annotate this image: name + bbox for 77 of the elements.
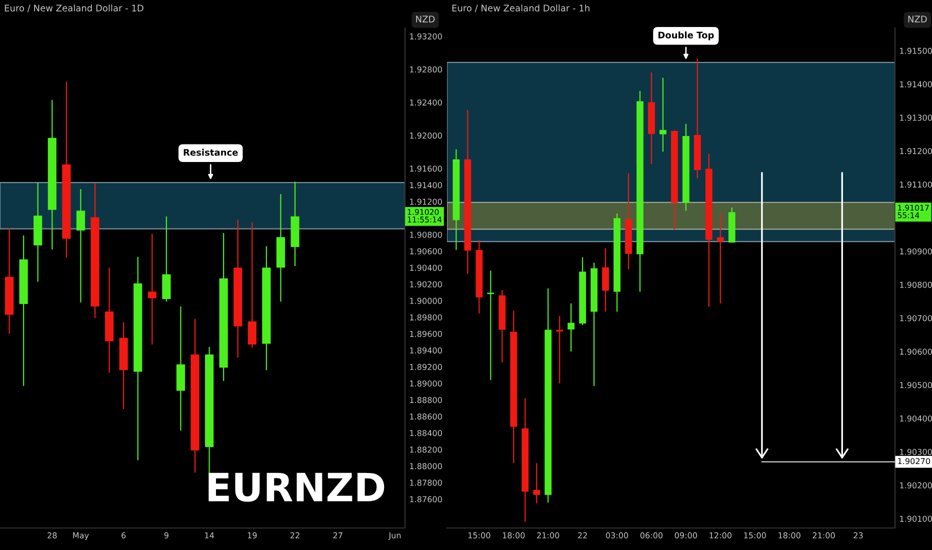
x-tick-label: May [73, 532, 89, 540]
y-tick-label: 1.92800 [410, 66, 442, 72]
x-tick-label: 27 [333, 532, 342, 538]
x-tick-label: 15:00 [468, 532, 490, 538]
y-tick-label: 1.89600 [410, 330, 442, 337]
y-tick-label: 1.91300 [900, 114, 932, 121]
chart-title: Euro / New Zealand Dollar - 1h [452, 4, 590, 12]
x-tick-label: 18:00 [502, 532, 525, 538]
y-tick-label: 1.91600 [410, 166, 442, 172]
x-tick-label: Jun [388, 532, 401, 540]
x-tick-label: 9 [164, 532, 168, 538]
x-tick-label: 18:00 [778, 532, 800, 538]
candlestick [716, 212, 724, 304]
candlestick [568, 302, 575, 352]
y-tick-label: 1.88800 [410, 396, 442, 404]
y-tick-label: 1.90100 [900, 516, 932, 522]
y-tick-label: 1.90800 [410, 232, 442, 238]
y-tick-label: 1.89200 [410, 364, 442, 370]
y-tick-label: 1.90200 [900, 482, 932, 488]
y-tick-label: 1.90500 [900, 382, 932, 388]
y-tick-label: 1.87600 [410, 496, 442, 502]
chart-title: Euro / New Zealand Dollar - 1D [4, 4, 144, 12]
y-tick-label: 1.89400 [410, 347, 442, 354]
y-tick-label: 1.90900 [900, 248, 932, 254]
y-tick-label: 1.90000 [410, 298, 442, 304]
x-tick-label: 06:00 [640, 532, 663, 538]
y-tick-label: 1.90700 [900, 315, 932, 322]
y-tick-label: 1.88000 [410, 463, 442, 470]
x-tick-label: 09:00 [674, 532, 698, 538]
x-tick-label: 23 [854, 532, 863, 538]
y-tick-label: 1.90600 [410, 248, 442, 254]
y-tick-label: 1.90200 [410, 281, 442, 288]
y-axis-title: NZD [416, 16, 435, 22]
y-tick-label: 1.88200 [410, 446, 442, 453]
candlestick [556, 316, 564, 384]
y-tick-label: 1.91500 [900, 48, 932, 54]
y-tick-label: 1.92400 [410, 99, 442, 106]
y-tick-label: 1.90800 [900, 282, 932, 288]
candlestick [602, 248, 609, 312]
y-tick-label: 1.92000 [410, 132, 442, 139]
x-tick-label: 14 [205, 532, 214, 538]
x-tick-label: 6 [122, 532, 126, 538]
x-tick-label: 03:00 [606, 532, 628, 538]
band-label: Resistance [184, 148, 238, 156]
y-tick-label: 1.89800 [410, 314, 442, 320]
annotation: EURNZD [208, 472, 384, 502]
ref-line-label: 1.90270 [898, 458, 930, 464]
y-tick-label: 1.90600 [900, 348, 932, 355]
candlestick [76, 188, 85, 303]
y-tick-label: 1.88400 [410, 430, 442, 436]
candlestick [248, 222, 256, 348]
x-tick-label: 22 [578, 532, 587, 538]
x-tick-label: 28 [48, 532, 57, 538]
x-tick-label: 22 [290, 532, 300, 538]
candlestick [533, 462, 540, 504]
x-tick-label: 12:00 [710, 532, 732, 538]
candlestick [148, 233, 156, 346]
x-tick-label: 19 [248, 532, 257, 538]
x-tick-label: 15:00 [744, 532, 766, 538]
x-tick-label: 21:00 [537, 532, 560, 538]
y-tick-label: 1.90400 [900, 415, 932, 422]
x-tick-label: 21:00 [812, 532, 835, 538]
y-tick-label: 1.89000 [410, 380, 442, 387]
y-axis-title: NZD [908, 16, 927, 22]
candlestick [487, 270, 494, 380]
candlestick [660, 77, 666, 152]
y-tick-label: 1.91400 [410, 182, 442, 188]
annotation: Double Top [658, 31, 714, 40]
y-tick-label: 1.90300 [900, 448, 932, 455]
y-tick-label: 1.93200 [410, 33, 442, 40]
y-tick-label: 1.87800 [410, 480, 442, 486]
y-tick-label: 1.91100 [900, 182, 932, 188]
y-tick-label: 1.91400 [900, 81, 932, 88]
y-tick-label: 1.91200 [410, 198, 442, 205]
y-tick-label: 1.88600 [410, 414, 442, 420]
y-tick-label: 1.91200 [900, 148, 932, 154]
y-tick-label: 1.90400 [410, 264, 442, 271]
